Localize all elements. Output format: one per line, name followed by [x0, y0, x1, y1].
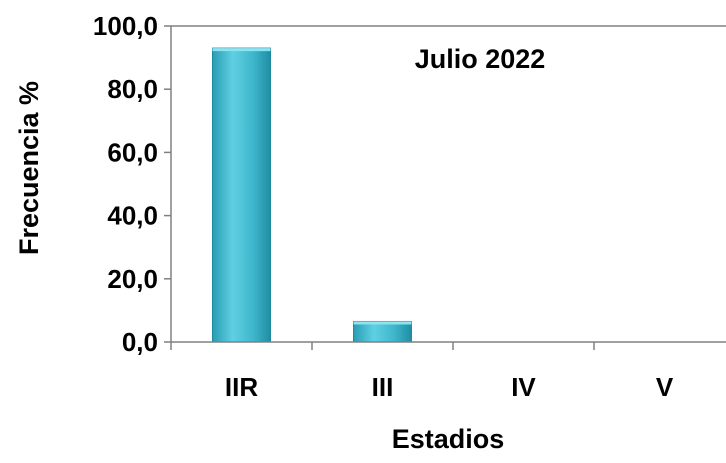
- x-tick-label: V: [656, 372, 674, 402]
- y-tick-label: 100,0: [93, 11, 158, 41]
- x-tick-label: IIR: [225, 372, 258, 402]
- bar-iii: [353, 320, 412, 343]
- bar-top-highlight: [212, 48, 271, 52]
- y-tick-label: 0,0: [122, 327, 158, 357]
- y-tick-label: 80,0: [107, 74, 158, 104]
- y-tick-label: 60,0: [107, 137, 158, 167]
- chart-title: Julio 2022: [415, 44, 546, 74]
- bar-tops-group: [212, 48, 412, 325]
- bars-group: [212, 47, 412, 343]
- y-axis-title: Frecuencia %: [14, 81, 44, 255]
- bar-top-highlight: [353, 321, 412, 325]
- x-axis-title: Estadios: [392, 424, 505, 454]
- x-tick-label: III: [372, 372, 394, 402]
- y-axis-ticks: 0,0 20,0 40,0 60,0 80,0 100,0: [93, 11, 171, 357]
- y-tick-label: 20,0: [107, 264, 158, 294]
- y-tick-label: 40,0: [107, 201, 158, 231]
- bar-iir: [212, 47, 271, 343]
- x-axis-ticks: IIR III IV V: [170, 342, 674, 402]
- x-tick-label: IV: [511, 372, 536, 402]
